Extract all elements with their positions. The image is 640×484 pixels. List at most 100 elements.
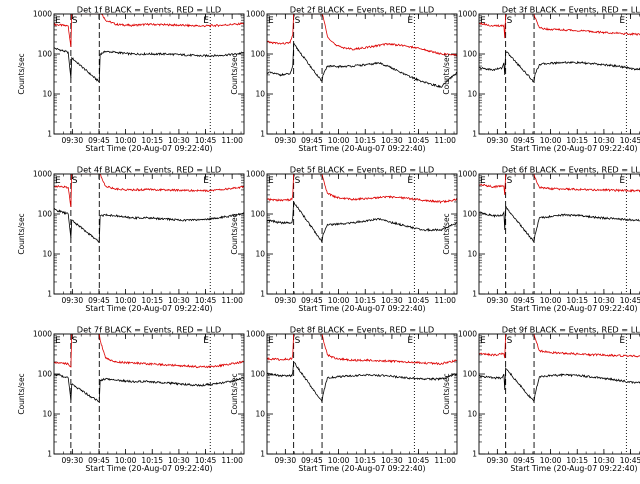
y-tick-label: 100: [251, 210, 266, 219]
x-tick-label: 10:45: [195, 136, 217, 145]
y-axis-label: Counts/sec: [442, 213, 451, 254]
series-line-lld: [267, 174, 457, 204]
x-tick-label: 10:45: [408, 296, 430, 305]
series-line-events: [54, 373, 244, 403]
x-tick-label: 10:15: [354, 136, 376, 145]
plot-frame: [478, 173, 640, 295]
x-tick-label: 10:15: [566, 296, 588, 305]
plot-frame: [53, 13, 245, 135]
marker-label: E: [480, 336, 486, 346]
x-tick-label: 10:15: [141, 136, 163, 145]
x-axis-label: Start Time (20-Aug-07 09:22:40): [298, 464, 425, 473]
panel-8: Det 8f BLACK = Events, RED = LLD 1 10 100 10…: [230, 325, 458, 473]
y-axis-label: Counts/sec: [17, 53, 26, 94]
panel-2: Det 2f BLACK = Events, RED = LLD 1 10 100 10…: [230, 5, 458, 153]
panel-title: Det 6f BLACK = Events, RED = LLD: [502, 165, 640, 175]
x-tick-label: 11:00: [221, 456, 243, 465]
marker-label: E: [619, 16, 625, 26]
x-tick-label: 10:30: [381, 136, 403, 145]
y-tick-label: 1000: [246, 330, 265, 339]
panel-6: Det 6f BLACK = Events, RED = LLD 1 10 100 10…: [442, 165, 640, 313]
x-tick-label: 10:15: [141, 456, 163, 465]
x-tick-label: 10:15: [354, 296, 376, 305]
x-tick-label: 09:30: [487, 456, 509, 465]
marker-label: E: [55, 16, 61, 26]
x-tick-label: 10:45: [195, 456, 217, 465]
y-tick-label: 1: [47, 130, 52, 139]
x-tick-label: 09:45: [88, 136, 110, 145]
x-tick-label: 09:45: [301, 456, 323, 465]
x-tick-label: 09:45: [301, 296, 323, 305]
marker-label: S: [295, 336, 301, 346]
x-tick-label: 09:30: [62, 136, 84, 145]
y-axis-label: Counts/sec: [17, 213, 26, 254]
x-tick-label: 10:00: [540, 296, 562, 305]
y-tick-label: 1000: [33, 330, 52, 339]
x-tick-label: 10:00: [115, 296, 137, 305]
series-line-lld: [267, 334, 457, 366]
series-line-events: [267, 200, 457, 243]
series-line-events: [54, 208, 244, 243]
series-group: [54, 174, 244, 243]
series-line-lld: [54, 334, 244, 369]
series-line-events: [267, 43, 457, 89]
marker-label: S: [295, 16, 301, 26]
series-line-lld: [479, 14, 640, 39]
panel-7: Det 7f BLACK = Events, RED = LLD 1 10 100 10…: [17, 325, 245, 473]
x-tick-label: 11:00: [434, 456, 456, 465]
y-axis-label: Counts/sec: [442, 53, 451, 94]
x-tick-label: 09:30: [62, 456, 84, 465]
marker-label: E: [55, 176, 61, 186]
x-tick-label: 10:30: [168, 456, 190, 465]
y-axis-label: Counts/sec: [442, 373, 451, 414]
x-axis-label: Start Time (20-Aug-07 09:22:40): [298, 304, 425, 313]
y-tick-label: 100: [38, 370, 53, 379]
series-line-events: [54, 47, 244, 83]
y-tick-label: 1000: [33, 170, 52, 179]
y-tick-label: 1: [260, 290, 265, 299]
marker-label: E: [55, 336, 61, 346]
y-tick-label: 10: [467, 250, 477, 259]
x-tick-label: 10:00: [540, 136, 562, 145]
marker-label: E: [480, 16, 486, 26]
x-tick-label: 10:45: [195, 296, 217, 305]
y-tick-label: 1: [260, 130, 265, 139]
panel-title: Det 1f BLACK = Events, RED = LLD: [77, 5, 221, 15]
y-axis-label: Counts/sec: [230, 373, 239, 414]
y-tick-label: 1: [47, 450, 52, 459]
y-tick-label: 10: [255, 250, 265, 259]
series-line-events: [479, 366, 640, 404]
marker-label: S: [72, 176, 78, 186]
y-axis-label: Counts/sec: [230, 53, 239, 94]
y-tick-label: 1000: [246, 170, 265, 179]
x-tick-label: 09:30: [275, 136, 297, 145]
series-group: [54, 14, 244, 83]
series-group: [479, 334, 640, 404]
marker-label: E: [407, 176, 413, 186]
plot-frame: [478, 13, 640, 135]
y-tick-label: 1000: [458, 330, 477, 339]
x-tick-label: 09:45: [88, 456, 110, 465]
x-tick-label: 11:00: [434, 296, 456, 305]
y-tick-label: 10: [467, 90, 477, 99]
x-tick-label: 10:00: [540, 456, 562, 465]
marker-label: S: [507, 176, 513, 186]
x-tick-label: 10:00: [328, 136, 350, 145]
x-tick-label: 10:30: [168, 136, 190, 145]
x-tick-label: 09:45: [513, 296, 535, 305]
x-tick-label: 10:30: [168, 296, 190, 305]
x-tick-label: 10:15: [566, 456, 588, 465]
x-tick-label: 10:00: [328, 456, 350, 465]
x-tick-label: 11:00: [221, 296, 243, 305]
x-tick-label: 11:00: [221, 136, 243, 145]
x-tick-label: 10:45: [620, 456, 640, 465]
series-group: [479, 14, 640, 84]
series-group: [267, 334, 457, 403]
panel-4: Det 4f BLACK = Events, RED = LLD 1 10 100 10…: [17, 165, 245, 313]
marker-label: E: [480, 176, 486, 186]
y-tick-label: 10: [42, 90, 52, 99]
x-tick-label: 09:30: [275, 296, 297, 305]
x-tick-label: 09:30: [275, 456, 297, 465]
x-tick-label: 09:45: [513, 136, 535, 145]
